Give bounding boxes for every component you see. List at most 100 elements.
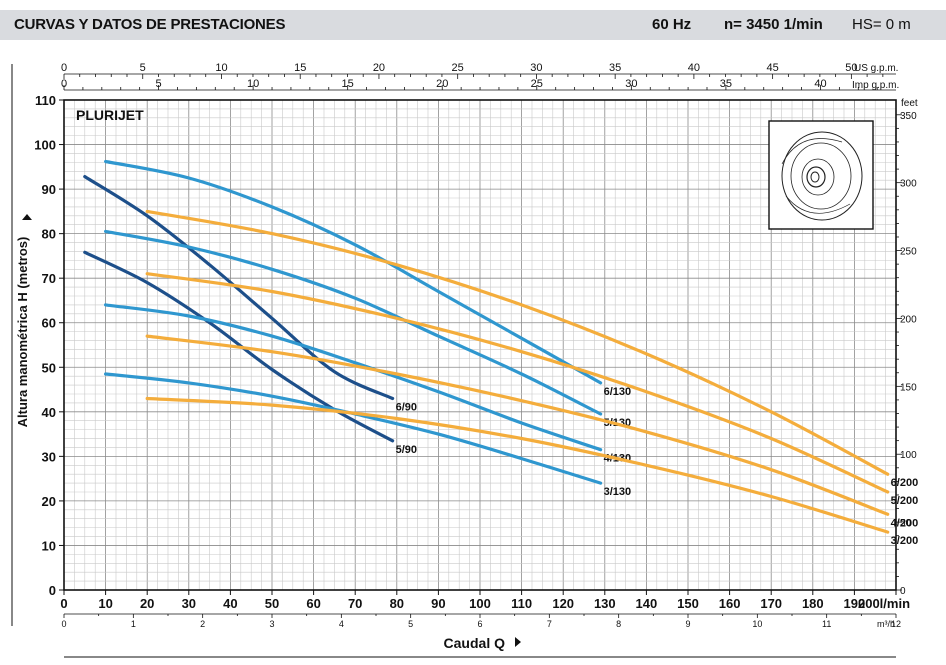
feet-tick-label: 300 [900,179,917,190]
curve-5-130 [104,229,603,416]
curve-6-200 [145,209,890,476]
curve-layer: 6/905/906/1305/1304/1303/1306/2005/2004/… [83,159,919,547]
m3h-tick-label: 6 [477,619,482,629]
y-tick-label: 20 [42,494,56,509]
feet-tick-label: 0 [900,586,906,597]
imp-gpm-tick-label: 20 [436,78,448,90]
x-tick-label: 170 [760,596,782,611]
imp-gpm-tick-label: 15 [342,78,354,90]
us-gpm-tick-label: 45 [767,62,779,74]
m3h-tick-label: 8 [616,619,621,629]
x-tick-label: 110 [511,596,532,611]
curve-4-200 [145,334,890,516]
y-tick-label: 60 [42,316,56,331]
x-tick-label: 20 [140,596,154,611]
us-gpm-tick-label: 5 [140,62,146,74]
curve-6-90 [83,175,395,401]
x-tick-label: 60 [306,596,320,611]
m3h-tick-label: 11 [822,619,831,629]
imp-gpm-tick-label: 35 [720,78,732,90]
speed-label: n= 3450 1/min [724,16,823,33]
x-tick-label: 140 [636,596,658,611]
x-tick-label: 190 [844,596,866,611]
imp-gpm-tick-label: 30 [625,78,637,90]
right-axis-feet: 0 50 100 150 200 250 300 350 feet [896,98,918,597]
feet-tick-label: 250 [900,247,917,258]
frequency-label: 60 Hz [652,16,692,33]
feet-tick-label: 350 [900,111,917,122]
feet-tick-label: 200 [900,314,917,325]
suction-height-label: HS= 0 m [852,16,911,33]
us-gpm-tick-label: 20 [373,62,385,74]
y-tick-label: 50 [42,360,56,375]
feet-tick-label: 50 [900,518,912,529]
curve-label-5-90: 5/90 [396,444,417,456]
m3h-tick-label: 3 [269,619,274,629]
x-tick-label: 180 [802,596,824,611]
x-tick-label: 200l/min [858,596,910,611]
x-axis-label: Caudal Q [444,635,506,651]
curve-6-130 [104,159,603,385]
imp-gpm-tick-label: 0 [61,78,67,90]
y-axis: 0 10 20 30 40 50 60 70 80 90 100 110 [34,93,64,598]
x-tick-label: 160 [719,596,741,611]
m3h-tick-label: 12 [891,619,901,629]
y-tick-label: 70 [42,271,56,286]
x-tick-label: 50 [265,596,279,611]
curve-3-130 [104,372,603,485]
x-tick-label: 0 [60,596,67,611]
curve-3-200 [145,396,890,534]
us-gpm-tick-label: 25 [452,62,464,74]
y-tick-label: 30 [42,449,56,464]
imp-gpm-tick-label: 5 [155,78,161,90]
curve-label-3-200: 3/200 [891,535,919,547]
y-tick-label: 80 [42,227,56,242]
us-gpm-tick-label: 0 [61,62,67,74]
x-tick-label: 90 [431,596,445,611]
y-tick-label: 90 [42,182,56,197]
m3h-tick-label: 7 [547,619,552,629]
curve-label-6-130: 6/130 [604,386,632,398]
curve-label-5-200: 5/200 [891,495,919,507]
feet-tick-label: 100 [900,450,917,461]
x-axis-arrow [515,637,521,647]
y-tick-label: 100 [34,138,56,153]
feet-tick-label: 150 [900,382,917,393]
x-tick-label: 130 [594,596,616,611]
m3h-tick-label: 2 [200,619,205,629]
imp-gpm-tick-label: 40 [814,78,826,90]
curve-label-6-90: 6/90 [396,401,417,413]
us-gpm-tick-label: 50 [845,62,857,74]
x-tick-label: 70 [348,596,362,611]
x-tick-label: 40 [223,596,237,611]
x-axis: 0 10 20 30 40 50 60 70 80 90 100 110 120 130 140 150 160… [60,590,910,629]
curve-4-130 [104,303,603,452]
x-tick-label: 150 [677,596,699,611]
us-gpm-unit-label: US g.p.m. [854,63,898,74]
header-bar: CURVAS Y DATOS DE PRESTACIONES 60 Hz n= … [0,10,946,40]
us-gpm-tick-label: 10 [215,62,227,74]
curve-label-4-200: 4/200 [891,517,919,529]
imp-gpm-tick-label: 25 [531,78,543,90]
m3h-tick-label: 1 [131,619,136,629]
x-tick-label: 30 [182,596,196,611]
curve-label-3-130: 3/130 [604,486,632,498]
us-gpm-tick-label: 35 [609,62,621,74]
imp-gpm-unit-label: Imp g.p.m. [852,80,899,91]
y-tick-label: 0 [49,583,56,598]
y-tick-label: 110 [35,93,56,108]
m3h-tick-label: 4 [339,619,344,629]
y-axis-arrow [22,214,32,220]
x-tick-label: 120 [552,596,574,611]
m3h-tick-label: 9 [685,619,690,629]
curve-5-200 [145,272,890,494]
m3h-tick-label: 5 [408,619,413,629]
x-tick-label: 80 [390,596,404,611]
us-gpm-tick-label: 40 [688,62,700,74]
us-gpm-tick-label: 15 [294,62,306,74]
m3h-tick-label: 0 [61,619,66,629]
m3h-unit-label: m³/h [877,619,895,629]
m3h-tick-label: 10 [752,619,762,629]
